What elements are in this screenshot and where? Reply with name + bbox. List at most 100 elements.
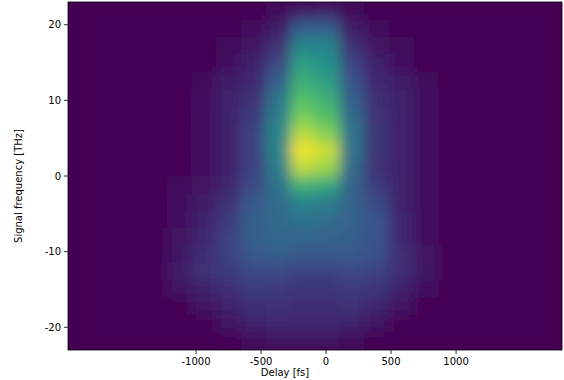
heatmap-cell [266,315,291,333]
heatmap-cell [117,263,142,281]
heatmap-cell [315,2,340,20]
heatmap-cell [68,2,93,20]
heatmap-cell [340,263,365,281]
heatmap-cell [167,298,192,316]
heatmap-cell [389,159,414,177]
heatmap-cell [463,2,488,20]
heatmap-cell [463,159,488,177]
heatmap-cell [439,54,464,72]
heatmap-cell [290,176,315,194]
heatmap-cell [463,246,488,264]
heatmap-cell [68,141,93,159]
heatmap-cell [513,2,538,20]
heatmap-cell [241,106,266,124]
heatmap-cell [340,37,365,55]
heatmap-cell [216,159,241,177]
heatmap-cell [93,37,118,55]
heatmap-cell [93,228,118,246]
heatmap-cell [513,37,538,55]
x-tick [456,350,457,354]
heatmap-cell [439,298,464,316]
heatmap-cell [364,159,389,177]
heatmap-cell [463,315,488,333]
heatmap-cell [439,141,464,159]
y-tick-label: 20 [48,19,61,30]
heatmap-cell [315,280,340,298]
heatmap-cell [290,54,315,72]
heatmap-cell [340,315,365,333]
heatmap-cell [414,315,439,333]
heatmap-cell [290,298,315,316]
heatmap-cell [167,159,192,177]
heatmap-cell [488,159,513,177]
heatmap-cell [488,124,513,142]
heatmap-cell [192,280,217,298]
heatmap-cell [192,72,217,90]
heatmap-cell [537,333,562,350]
heatmap-cell [266,19,291,37]
heatmap-cell [439,159,464,177]
heatmap-cell [216,315,241,333]
heatmap-cell [364,19,389,37]
heatmap-cell [439,19,464,37]
heatmap-cell [68,37,93,55]
heatmap-cell [315,246,340,264]
heatmap-cell [439,2,464,20]
heatmap-cell [414,211,439,229]
heatmap-cell [216,228,241,246]
heatmap-cell [414,89,439,107]
heatmap-cell [142,176,167,194]
heatmap-cell [93,176,118,194]
heatmap-cell [192,124,217,142]
heatmap-cell [463,176,488,194]
heatmap-cell [117,72,142,90]
heatmap-cell [340,106,365,124]
heatmap-cell [241,72,266,90]
heatmap-cell [340,211,365,229]
heatmap-cell [315,193,340,211]
heatmap-cell [340,124,365,142]
heatmap-cell [315,124,340,142]
heatmap-cell [439,280,464,298]
heatmap-cell [315,315,340,333]
heatmap-cell [537,2,562,20]
heatmap-cell [513,124,538,142]
heatmap-cell [537,246,562,264]
heatmap-cell [241,37,266,55]
heatmap-cell [414,159,439,177]
y-tick-label: 0 [55,171,61,182]
heatmap-cell [142,263,167,281]
heatmap-cell [537,228,562,246]
heatmap-cell [266,89,291,107]
heatmap-cell [340,333,365,350]
heatmap-cell [192,246,217,264]
heatmap-cell [93,263,118,281]
y-tick [64,100,68,101]
heatmap-cell [488,315,513,333]
heatmap-cell [488,19,513,37]
heatmap-cell [241,141,266,159]
heatmap-cell [389,228,414,246]
heatmap-cell [364,89,389,107]
heatmap-cell [167,19,192,37]
heatmap-cell [68,246,93,264]
heatmap-cell [340,19,365,37]
heatmap-cell [192,54,217,72]
heatmap-cell [290,228,315,246]
heatmap-cell [340,246,365,264]
heatmap-cell [93,54,118,72]
heatmap-cell [93,141,118,159]
heatmap-cell [192,298,217,316]
heatmap-cell [216,54,241,72]
y-tick [64,327,68,328]
heatmap-cell [266,37,291,55]
heatmap-cell [93,246,118,264]
heatmap-cell [142,89,167,107]
heatmap-cell [117,37,142,55]
plot-frame [68,2,562,350]
plot-background [68,2,562,350]
heatmap-cell [414,124,439,142]
heatmap-cell [364,298,389,316]
heatmap-cell [537,193,562,211]
heatmap-cell [315,263,340,281]
